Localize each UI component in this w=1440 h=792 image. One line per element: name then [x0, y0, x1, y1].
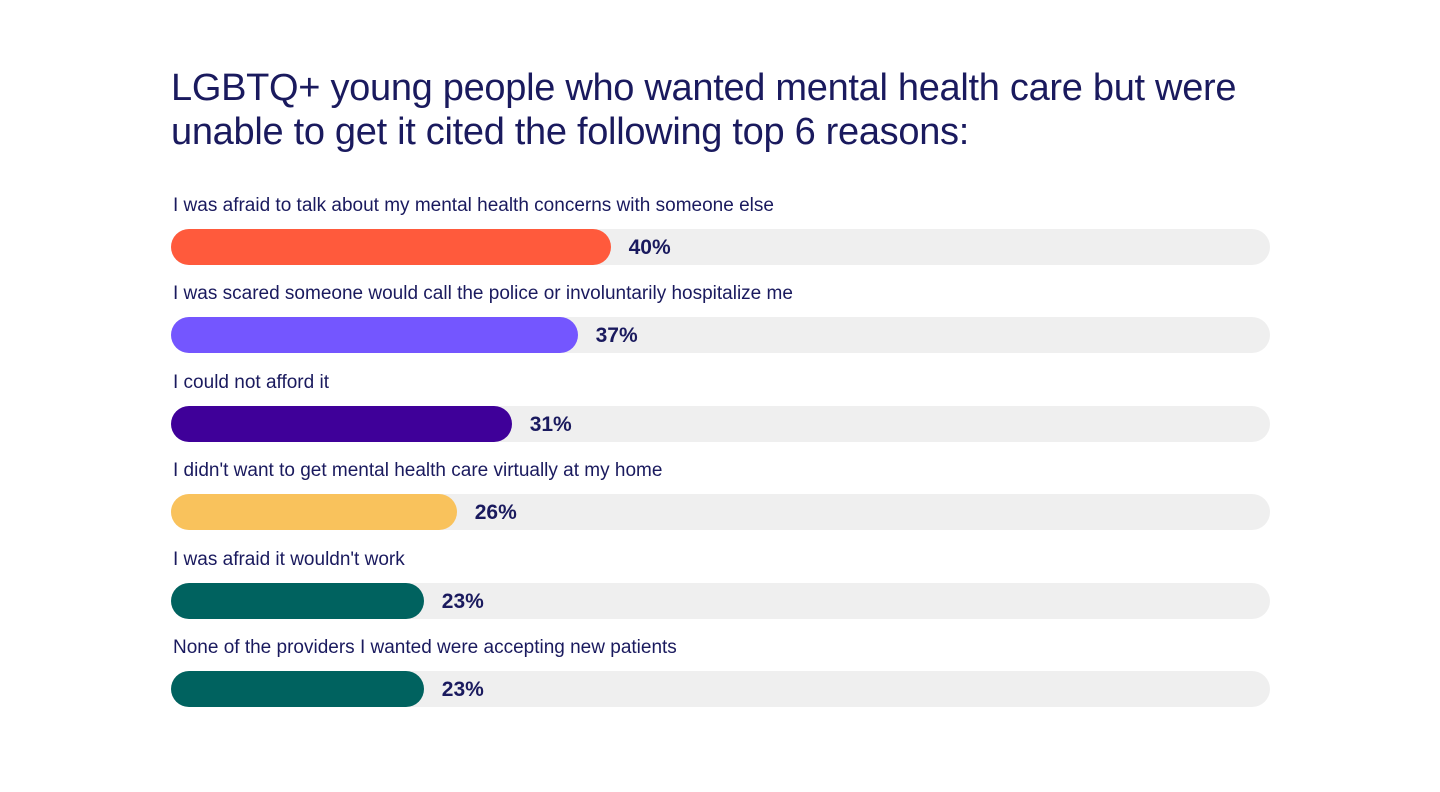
category-label: I didn't want to get mental health care … [173, 460, 663, 482]
bar-row: I could not afford it 31% [171, 371, 1270, 447]
bar-row: I didn't want to get mental health care … [171, 459, 1270, 535]
value-label: 23% [441, 678, 484, 701]
bar [171, 405, 512, 442]
bar-track [171, 494, 1270, 531]
category-label: I was afraid to talk about my mental hea… [173, 195, 774, 216]
bar-track [171, 229, 1270, 265]
bar-chart: LGBTQ+ young people who wanted mental he… [171, 66, 1270, 707]
bar-track [171, 671, 1270, 707]
bar [171, 229, 611, 265]
bar-row: I was afraid to talk about my mental hea… [171, 194, 1270, 270]
value-label: 40% [628, 236, 671, 259]
chart-title: LGBTQ+ young people who wanted mental he… [171, 67, 1237, 153]
category-label: I could not afford it [173, 371, 329, 393]
bar [171, 494, 457, 531]
value-label: 31% [529, 412, 572, 436]
bar [171, 317, 578, 354]
category-label: I was scared someone would call the poli… [173, 283, 793, 305]
bar-row: I was afraid it wouldn't work 23% [171, 548, 1270, 624]
bar-row: I was scared someone would call the poli… [171, 282, 1270, 358]
bar [171, 671, 424, 707]
category-label: I was afraid it wouldn't work [173, 548, 405, 570]
value-label: 26% [474, 501, 517, 525]
value-label: 37% [595, 324, 638, 348]
bar-track [171, 582, 1270, 619]
bar-track [171, 317, 1270, 354]
bar-track [171, 405, 1270, 442]
bar [171, 582, 424, 619]
category-label: None of the providers I wanted were acce… [173, 637, 677, 658]
bar-row: None of the providers I wanted were acce… [171, 636, 1270, 712]
value-label: 23% [441, 589, 484, 613]
